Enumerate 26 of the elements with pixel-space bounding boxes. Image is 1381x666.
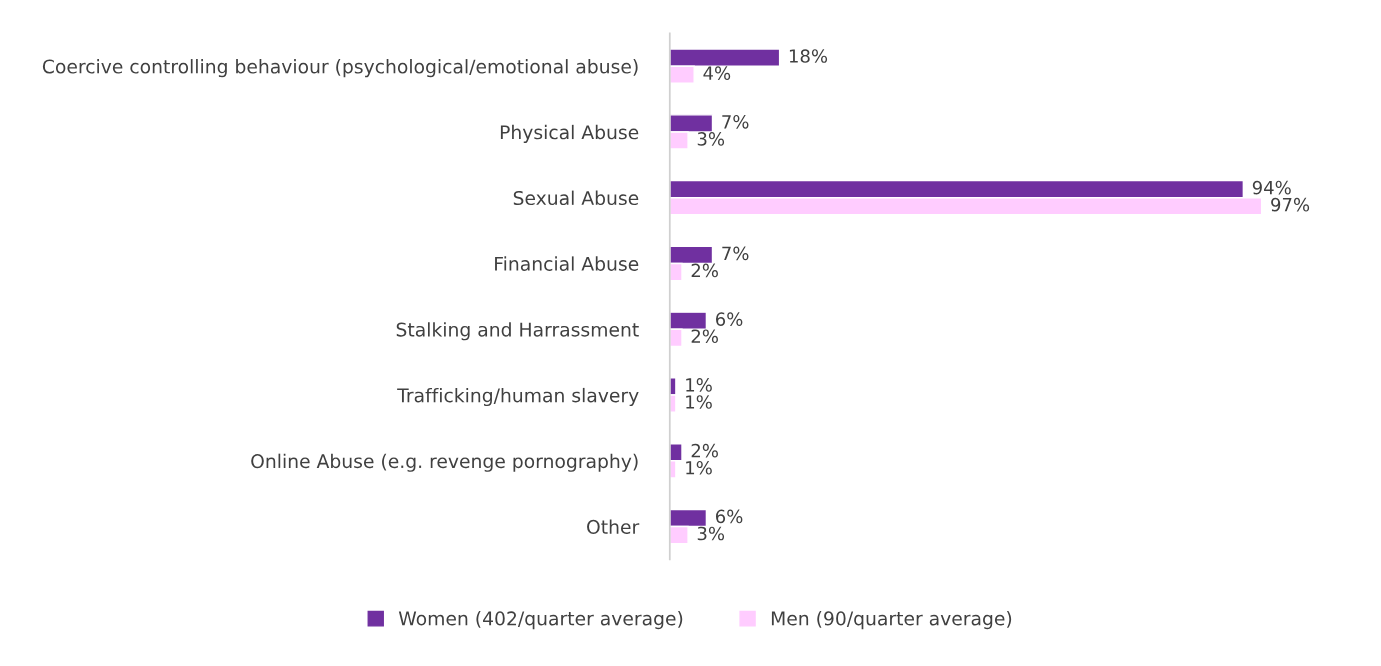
data-label: 1%	[686, 460, 712, 475]
data-label: 4%	[703, 66, 731, 80]
y-tick-label: Online Abuse (e.g. revenge pornography)	[251, 453, 638, 472]
y-tick-label: Coercive controlling behaviour (psychological/emotional abuse)	[42, 59, 638, 78]
legend-label: Men (90/quarter average)	[771, 611, 1012, 630]
data-label: 94%	[1252, 180, 1291, 195]
data-label: 2%	[691, 329, 718, 344]
data-label: 1%	[686, 395, 712, 409]
data-label: 2%	[691, 263, 718, 278]
y-tick-label: Stalking and Harrassment	[396, 322, 639, 341]
data-label: 7%	[722, 114, 749, 129]
data-label: 6%	[715, 509, 743, 524]
data-label: 97%	[1271, 197, 1310, 212]
data-label: 1%	[686, 378, 712, 392]
data-label: 3%	[697, 132, 725, 146]
data-label: 6%	[715, 312, 743, 326]
legend-label: Women (402/quarter average)	[398, 611, 683, 630]
y-tick-label: Physical Abuse	[500, 124, 639, 143]
y-tick-label: Sexual Abuse	[513, 190, 639, 206]
data-label: 18%	[789, 49, 828, 63]
data-label: 2%	[691, 443, 718, 458]
data-label: 7%	[722, 246, 749, 261]
y-tick-label: Other	[587, 519, 640, 534]
y-tick-label: Financial Abuse	[495, 256, 639, 271]
y-tick-label: Trafficking/human slavery	[397, 387, 639, 407]
data-label: 3%	[697, 526, 725, 541]
